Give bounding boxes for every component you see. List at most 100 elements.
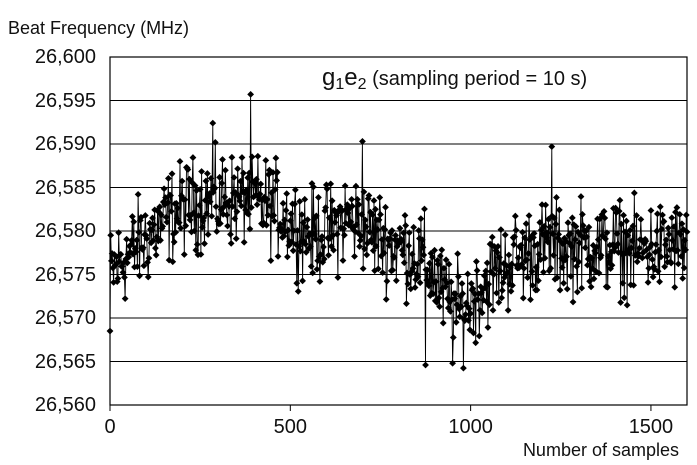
data-point-marker (356, 243, 363, 250)
data-point-marker (333, 230, 341, 238)
data-point-marker (617, 299, 625, 306)
annotation-g: g (322, 64, 336, 91)
data-point-marker (556, 286, 564, 294)
data-point-marker (139, 244, 147, 252)
data-point-marker (198, 223, 206, 231)
data-point-marker (571, 255, 578, 263)
data-point-marker (404, 280, 412, 288)
data-point-marker (222, 166, 229, 174)
data-point-marker (393, 243, 401, 251)
data-point-marker (426, 292, 434, 300)
data-point-marker (289, 247, 297, 255)
data-point-marker (177, 224, 185, 232)
data-point-marker (401, 211, 409, 219)
x-tick-label: 1500 (628, 416, 674, 438)
data-point-marker (454, 250, 462, 258)
data-point-marker (238, 154, 246, 161)
data-point-marker (553, 274, 561, 282)
data-point-marker (298, 211, 306, 219)
data-point-marker (123, 235, 130, 243)
data-point-marker (334, 274, 342, 281)
data-point-marker (527, 296, 534, 304)
data-point-marker (301, 195, 309, 203)
data-point-marker (299, 219, 307, 226)
data-point-marker (541, 254, 549, 262)
data-point-marker (362, 223, 370, 231)
data-point-marker (418, 257, 425, 265)
data-point-marker (493, 249, 501, 256)
y-tick-label: 26,560 (34, 394, 96, 416)
data-point-marker (467, 310, 475, 317)
data-point-marker (320, 255, 328, 263)
data-point-marker (206, 198, 214, 206)
data-point-marker (633, 212, 640, 219)
data-point-marker (392, 232, 400, 239)
data-point-marker (388, 227, 396, 234)
data-point-marker (405, 229, 413, 237)
data-point-marker (530, 229, 538, 237)
data-point-marker (189, 154, 197, 161)
data-point-marker (564, 219, 572, 227)
data-point-marker (462, 299, 470, 307)
data-point-marker (512, 226, 520, 234)
data-point-marker (156, 203, 164, 211)
data-point-marker (360, 188, 368, 196)
data-point-marker (540, 268, 547, 276)
data-point-marker (353, 195, 361, 203)
data-point-marker (256, 190, 264, 198)
data-point-marker (374, 265, 382, 273)
data-point-marker (318, 233, 326, 240)
data-point-marker (660, 217, 668, 225)
data-point-marker (628, 237, 636, 245)
data-point-marker (435, 294, 443, 302)
data-point-marker (626, 226, 634, 234)
annotation-text: (sampling period = 10 s) (366, 68, 588, 90)
data-point-marker (379, 269, 387, 277)
data-point-marker (529, 281, 537, 289)
data-point-marker (575, 258, 583, 266)
data-point-marker (112, 261, 120, 268)
data-point-marker (588, 254, 596, 262)
data-point-marker (198, 168, 205, 175)
data-point-marker (226, 197, 234, 205)
data-point-marker (496, 253, 503, 261)
data-point-marker (534, 240, 542, 248)
data-point-marker (299, 277, 306, 285)
data-point-marker (274, 252, 282, 260)
data-point-marker (286, 217, 294, 225)
data-point-marker (232, 235, 240, 242)
data-point-marker (374, 226, 381, 233)
data-point-marker (170, 230, 177, 238)
data-point-marker (568, 214, 576, 222)
data-point-marker (172, 228, 180, 236)
data-point-marker (483, 259, 491, 267)
data-point-marker (669, 236, 676, 244)
data-point-marker (342, 219, 350, 227)
data-point-marker (361, 216, 369, 224)
data-point-marker (439, 319, 447, 327)
data-point-marker (475, 332, 483, 340)
data-point-marker (309, 269, 317, 277)
data-point-marker (543, 229, 551, 237)
data-point-marker (654, 267, 662, 275)
data-point-marker (390, 253, 398, 261)
data-point-marker (273, 168, 281, 176)
data-point-marker (677, 230, 684, 238)
data-point-marker (442, 256, 450, 264)
data-point-marker (667, 259, 675, 267)
data-point-marker (661, 263, 669, 271)
data-point-marker (242, 186, 250, 194)
data-point-marker (408, 250, 416, 258)
data-point-marker (237, 177, 244, 185)
data-point-marker (130, 218, 138, 226)
data-point-marker (322, 181, 330, 189)
data-point-marker (472, 339, 480, 347)
data-point-marker (464, 270, 472, 278)
data-point-marker (369, 211, 376, 219)
data-point-marker (495, 299, 503, 306)
data-point-marker (682, 211, 690, 219)
data-point-marker (447, 278, 455, 286)
data-point-marker (657, 253, 665, 261)
data-point-marker (107, 231, 115, 239)
data-point-marker (659, 211, 666, 219)
